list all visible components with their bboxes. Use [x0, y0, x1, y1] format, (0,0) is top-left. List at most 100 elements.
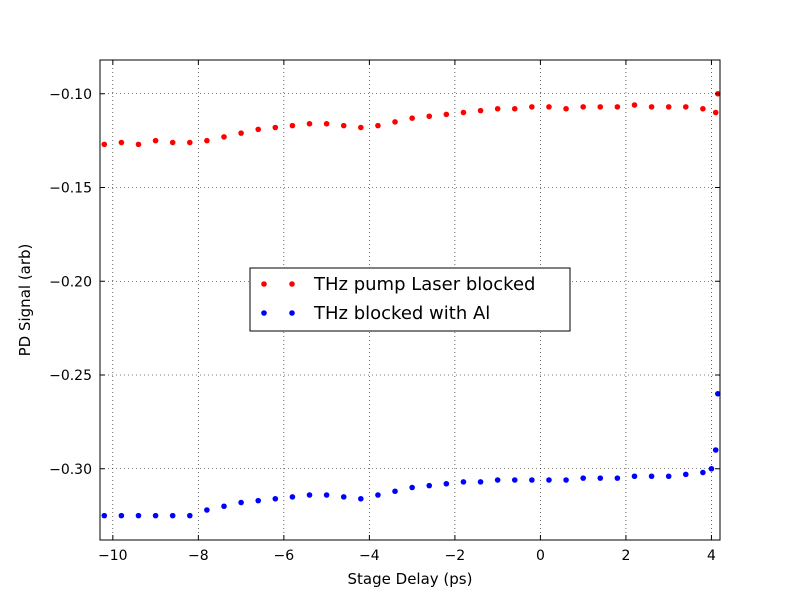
data-point	[494, 477, 501, 483]
data-point	[323, 492, 330, 498]
x-tick-label: −6	[274, 548, 295, 564]
legend-marker-series-1	[261, 310, 267, 316]
data-point	[358, 124, 364, 131]
y-tick-label: −0.25	[49, 368, 92, 384]
x-tick-label: −2	[445, 548, 466, 564]
data-point	[186, 512, 193, 519]
data-point	[715, 390, 721, 397]
legend: THz pump Laser blocked THz blocked with …	[249, 267, 571, 332]
y-axis-label: PD Signal (arb)	[16, 244, 34, 357]
data-point	[477, 479, 484, 485]
data-point	[511, 477, 518, 483]
data-point	[665, 473, 672, 480]
legend-label-series-0: THz pump Laser blocked	[313, 274, 535, 295]
data-point	[631, 473, 638, 480]
data-point	[101, 512, 108, 519]
data-point	[238, 499, 244, 506]
data-point	[358, 495, 364, 502]
data-point	[443, 480, 450, 487]
data-point	[511, 105, 518, 112]
data-point	[712, 447, 719, 453]
data-point	[409, 484, 415, 491]
data-point	[118, 512, 125, 519]
data-point	[101, 141, 108, 148]
data-point	[665, 104, 672, 110]
data-point	[255, 497, 262, 504]
data-point	[186, 139, 193, 146]
y-tick-label: −0.10	[49, 87, 92, 103]
data-point	[152, 512, 159, 519]
data-point	[323, 120, 330, 127]
data-point	[204, 137, 210, 144]
data-point	[648, 104, 655, 110]
data-point	[255, 126, 262, 133]
data-point	[529, 104, 535, 110]
plot-frame	[99, 59, 721, 541]
y-tick-label: −0.30	[49, 462, 92, 478]
data-point	[221, 134, 227, 140]
legend-label-series-1: THz blocked with Al	[313, 303, 490, 324]
data-point	[494, 105, 501, 112]
data-point	[169, 139, 176, 146]
data-point	[306, 120, 313, 127]
data-point	[221, 503, 227, 510]
x-axis-label: Stage Delay (ps)	[348, 570, 473, 588]
data-point	[392, 488, 398, 495]
x-tick-label: −4	[359, 548, 380, 564]
data-point	[546, 104, 552, 110]
data-point	[289, 494, 296, 500]
data-point	[169, 512, 176, 519]
data-point	[682, 104, 689, 110]
data-point	[563, 105, 569, 112]
data-point	[614, 475, 621, 481]
series-0	[101, 90, 721, 148]
legend-marker-series-0	[261, 281, 267, 287]
data-point	[340, 122, 347, 129]
data-point	[409, 115, 415, 121]
data-point	[289, 122, 296, 129]
data-point	[460, 479, 467, 485]
x-tick-label: −8	[188, 548, 209, 564]
ticks: −10 −8 −6 −4 −2 0 2 4 −0.30 −0.25 −0.20 −0.15 −0.10	[49, 60, 720, 564]
data-point	[700, 469, 706, 476]
data-point	[529, 477, 535, 483]
data-point	[712, 109, 719, 116]
legend-box	[249, 267, 571, 332]
data-point	[682, 471, 689, 478]
data-point	[580, 475, 586, 481]
x-tick-label: −10	[98, 548, 128, 564]
x-tick-label: 4	[707, 548, 716, 564]
data-point	[708, 465, 715, 472]
data-point	[597, 475, 604, 481]
data-point	[135, 512, 142, 519]
data-point	[477, 107, 484, 114]
data-point	[443, 111, 450, 118]
y-tick-label: −0.20	[49, 274, 92, 290]
data-point	[426, 482, 433, 489]
data-point	[340, 494, 347, 500]
y-tick-label: −0.15	[49, 181, 92, 197]
x-tick-label: 2	[621, 548, 630, 564]
data-point	[118, 139, 125, 146]
data-point	[426, 113, 433, 120]
data-point	[597, 104, 604, 110]
data-point	[631, 102, 638, 108]
data-point	[580, 104, 586, 110]
data-point	[204, 507, 210, 513]
data-point	[272, 495, 279, 502]
data-point	[392, 119, 398, 125]
series-layer	[101, 90, 721, 519]
legend-marker-series-0	[289, 281, 295, 287]
data-point	[306, 492, 313, 498]
data-point	[648, 473, 655, 480]
data-point	[272, 124, 279, 131]
data-point	[375, 492, 381, 498]
data-point	[152, 137, 159, 144]
data-point	[563, 477, 569, 483]
legend-marker-series-1	[289, 310, 295, 316]
data-point	[546, 477, 552, 483]
series-1	[101, 390, 721, 519]
data-point	[375, 122, 381, 129]
data-point	[460, 109, 467, 116]
